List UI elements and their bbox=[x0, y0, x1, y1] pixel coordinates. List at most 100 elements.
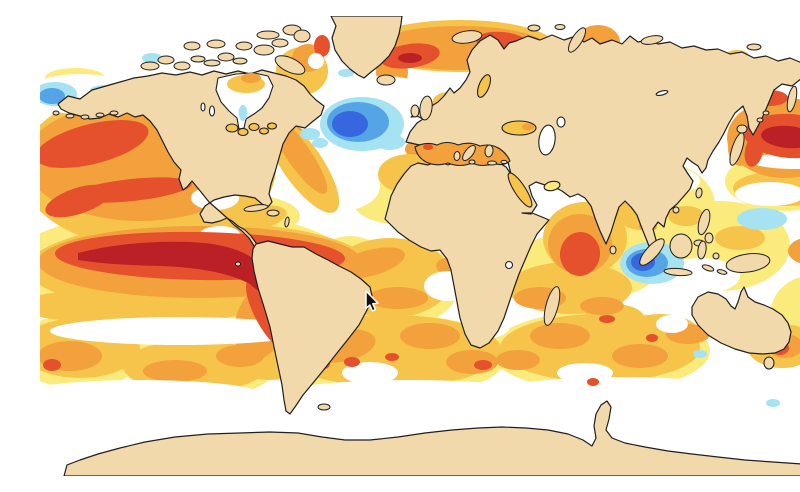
anomaly-red-shape bbox=[587, 378, 599, 386]
landmasses bbox=[57, 16, 800, 476]
islands-shape bbox=[762, 110, 770, 116]
islands bbox=[52, 24, 798, 411]
antarctica bbox=[63, 400, 800, 476]
islands-shape bbox=[756, 117, 764, 123]
el-nino-tongue bbox=[78, 241, 274, 294]
borneo bbox=[669, 233, 693, 259]
world-map-image bbox=[40, 16, 800, 476]
anomaly-red-shape bbox=[43, 359, 61, 371]
islands-shape bbox=[554, 24, 566, 30]
sardinia bbox=[453, 151, 461, 161]
islands-shape bbox=[52, 110, 60, 116]
islands-shape bbox=[672, 206, 680, 214]
anomaly-white-holes-shape bbox=[280, 380, 540, 408]
islands-shape bbox=[256, 30, 280, 40]
anomaly-cyan-shape bbox=[693, 350, 707, 358]
anomaly-orange-shape bbox=[580, 297, 624, 315]
caspian-sea bbox=[538, 124, 556, 156]
anomaly-gold-shape bbox=[715, 226, 765, 250]
anomaly-orange-shape bbox=[368, 287, 428, 309]
lake-baikal bbox=[655, 89, 669, 97]
anomaly-orange-shape bbox=[400, 323, 460, 349]
anomaly-white-holes-shape bbox=[656, 315, 688, 333]
anomaly-dark-red bbox=[78, 53, 800, 294]
black-sea-orange-spot bbox=[522, 123, 534, 131]
islands-shape bbox=[217, 52, 235, 62]
anomaly-white-holes-shape bbox=[342, 362, 398, 384]
islands-shape bbox=[712, 252, 720, 260]
anomaly-cyan-shape bbox=[300, 128, 320, 140]
greece bbox=[484, 144, 494, 158]
islands-shape bbox=[206, 39, 226, 49]
islands-shape bbox=[235, 41, 253, 51]
iceland bbox=[376, 74, 396, 86]
anomaly-orange-shape bbox=[530, 323, 590, 349]
anomaly-red-shape bbox=[45, 184, 111, 218]
anomaly-white-holes-shape bbox=[735, 182, 800, 206]
anomaly-cyan-shape bbox=[338, 69, 354, 77]
islands-shape bbox=[640, 35, 664, 45]
anomaly-red-shape bbox=[344, 357, 360, 367]
philippines bbox=[697, 208, 711, 236]
red-sea bbox=[507, 172, 533, 208]
new-guinea bbox=[725, 253, 771, 273]
great-lake bbox=[225, 123, 239, 133]
cursor bbox=[365, 290, 379, 312]
hudson-orange-patch bbox=[241, 73, 261, 83]
anomaly-cyan-shape bbox=[312, 138, 328, 148]
great-britain bbox=[419, 95, 433, 121]
islands-shape bbox=[183, 41, 201, 51]
hokkaido bbox=[736, 124, 748, 134]
anomaly-cyan-shape bbox=[766, 399, 780, 407]
islands-shape bbox=[232, 57, 248, 65]
islands-shape bbox=[203, 59, 221, 67]
islands-shape bbox=[140, 61, 160, 71]
sumatra bbox=[639, 238, 665, 266]
anomaly-red-shape bbox=[646, 334, 658, 342]
hudson-cyan-patch bbox=[238, 105, 248, 121]
tasmania bbox=[763, 356, 775, 370]
islands-shape bbox=[567, 27, 587, 53]
taiwan bbox=[695, 187, 703, 199]
aral-sea bbox=[556, 116, 566, 128]
italy bbox=[462, 144, 476, 162]
mouse-cursor bbox=[365, 290, 379, 312]
sakhalin bbox=[786, 85, 798, 113]
anomaly-white-holes-shape bbox=[500, 377, 740, 405]
islands-shape bbox=[293, 29, 311, 43]
islands-shape bbox=[157, 55, 175, 65]
world-map bbox=[40, 16, 800, 476]
islands-shape bbox=[190, 55, 206, 63]
islands-shape bbox=[701, 264, 715, 272]
islands-shape bbox=[65, 113, 75, 119]
anomaly-orange-shape bbox=[446, 350, 498, 374]
inland-seas-shape bbox=[200, 102, 206, 112]
anomaly-orange-shape bbox=[143, 360, 207, 382]
anomaly-red-shape bbox=[474, 360, 492, 370]
svalbard bbox=[451, 30, 483, 44]
lake-victoria bbox=[504, 260, 514, 270]
islands-shape bbox=[235, 261, 241, 267]
great-lake bbox=[237, 127, 249, 137]
islands-shape bbox=[80, 114, 90, 120]
islands-shape bbox=[253, 44, 275, 56]
cuba bbox=[243, 204, 269, 212]
west-med-red-spot bbox=[423, 144, 433, 150]
sicily bbox=[468, 159, 476, 165]
anomaly-red-shape bbox=[599, 315, 615, 323]
java bbox=[663, 267, 693, 277]
islands-shape bbox=[271, 38, 289, 48]
great-lake bbox=[248, 122, 260, 132]
islands-shape bbox=[746, 43, 762, 51]
anomaly-red-shape bbox=[314, 35, 330, 57]
sulawesi bbox=[697, 240, 707, 260]
north-atlantic-cold-core bbox=[332, 111, 368, 137]
nw-pacific-core bbox=[761, 125, 800, 149]
hispaniola bbox=[266, 209, 280, 217]
arctic-dark-spot bbox=[398, 53, 422, 63]
anomaly-red-shape bbox=[744, 135, 764, 167]
baffin-white-hole bbox=[308, 53, 324, 69]
anomaly-orange-shape bbox=[612, 344, 668, 368]
islands-shape bbox=[173, 61, 191, 71]
anomaly-cyan-shape bbox=[375, 134, 405, 150]
